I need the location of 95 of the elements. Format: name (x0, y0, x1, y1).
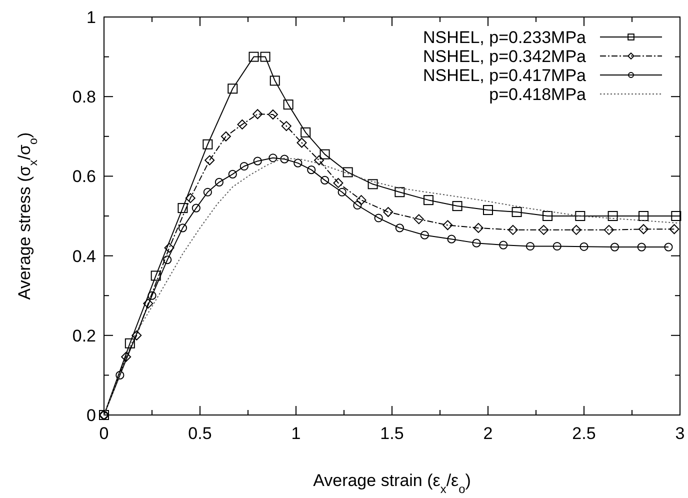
point (604, 224, 614, 235)
point (447, 234, 456, 244)
point (499, 240, 508, 250)
point (124, 338, 135, 348)
point (512, 207, 522, 218)
point (296, 138, 307, 148)
point (178, 224, 188, 232)
legend-label: NSHEL, p=0.342MPa (422, 47, 587, 66)
y-tick-label: 1 (86, 8, 96, 27)
point (178, 203, 188, 214)
x-tick-label: 1.5 (380, 424, 404, 443)
point (204, 155, 215, 166)
point (420, 230, 429, 240)
point (300, 127, 311, 138)
point (383, 207, 394, 218)
point (575, 211, 586, 221)
point (395, 224, 404, 232)
y-tick-label: 0.6 (72, 167, 96, 186)
point (394, 187, 405, 198)
point (608, 211, 618, 221)
point (203, 188, 212, 196)
point (252, 109, 263, 120)
point (472, 238, 481, 248)
point (281, 121, 292, 132)
point (121, 352, 132, 362)
x-tick-label: 0 (99, 424, 109, 443)
point (253, 156, 262, 166)
point (260, 52, 270, 62)
point (414, 214, 424, 224)
point (132, 330, 142, 340)
y-tick-label: 0.2 (72, 326, 96, 346)
x-axis-title: Average strain (ε$_{x}$/ε$_{o}$) (313, 471, 471, 496)
x-tick-label: 1 (291, 424, 301, 443)
point (571, 224, 582, 235)
legend-label: NSHEL, p=0.233MPa (422, 28, 587, 47)
point (314, 155, 324, 166)
point (610, 242, 620, 252)
point (664, 242, 673, 252)
point (240, 162, 248, 171)
point (228, 84, 238, 94)
point (280, 154, 289, 164)
point (148, 291, 156, 300)
point (538, 224, 549, 235)
point (220, 131, 231, 142)
point (192, 204, 200, 212)
point (542, 211, 553, 221)
point (270, 76, 280, 86)
point (268, 110, 278, 120)
y-tick-label: 0.8 (72, 88, 96, 107)
point (237, 119, 248, 130)
point (552, 242, 562, 251)
point (353, 200, 362, 210)
x-tick-label: 2.5 (572, 424, 596, 443)
x-tick-label: 3 (675, 424, 685, 443)
legend-label: NSHEL, p=0.417MPa (422, 66, 587, 85)
point (268, 154, 278, 162)
point (508, 224, 518, 235)
point (320, 149, 330, 160)
point (526, 242, 535, 251)
point (638, 211, 649, 221)
point (143, 298, 154, 309)
point (294, 158, 302, 168)
point (356, 195, 366, 206)
point (342, 167, 353, 178)
legend-label: p=0.418MPa (489, 85, 587, 104)
point (338, 188, 346, 196)
point (228, 170, 237, 179)
point (452, 201, 462, 212)
point (320, 176, 330, 184)
point (473, 222, 484, 233)
point (580, 242, 588, 251)
point (202, 139, 213, 150)
point (307, 166, 316, 174)
point (163, 255, 172, 264)
point (637, 242, 646, 252)
y-tick-label: 0 (86, 406, 96, 425)
point (374, 214, 383, 222)
point (116, 370, 124, 380)
point (333, 178, 344, 188)
y-tick-label: 0.4 (72, 246, 96, 266)
point (248, 52, 259, 62)
point (150, 270, 161, 281)
x-tick-label: 2 (483, 424, 493, 443)
point (283, 100, 294, 110)
point (442, 220, 453, 230)
point (483, 205, 493, 216)
x-tick-label: 0.5 (188, 424, 212, 443)
point (669, 224, 680, 234)
point (164, 242, 174, 253)
point (638, 224, 649, 234)
point (214, 178, 224, 186)
point (671, 211, 682, 221)
point (368, 179, 378, 190)
point (185, 193, 196, 204)
point (423, 195, 434, 206)
